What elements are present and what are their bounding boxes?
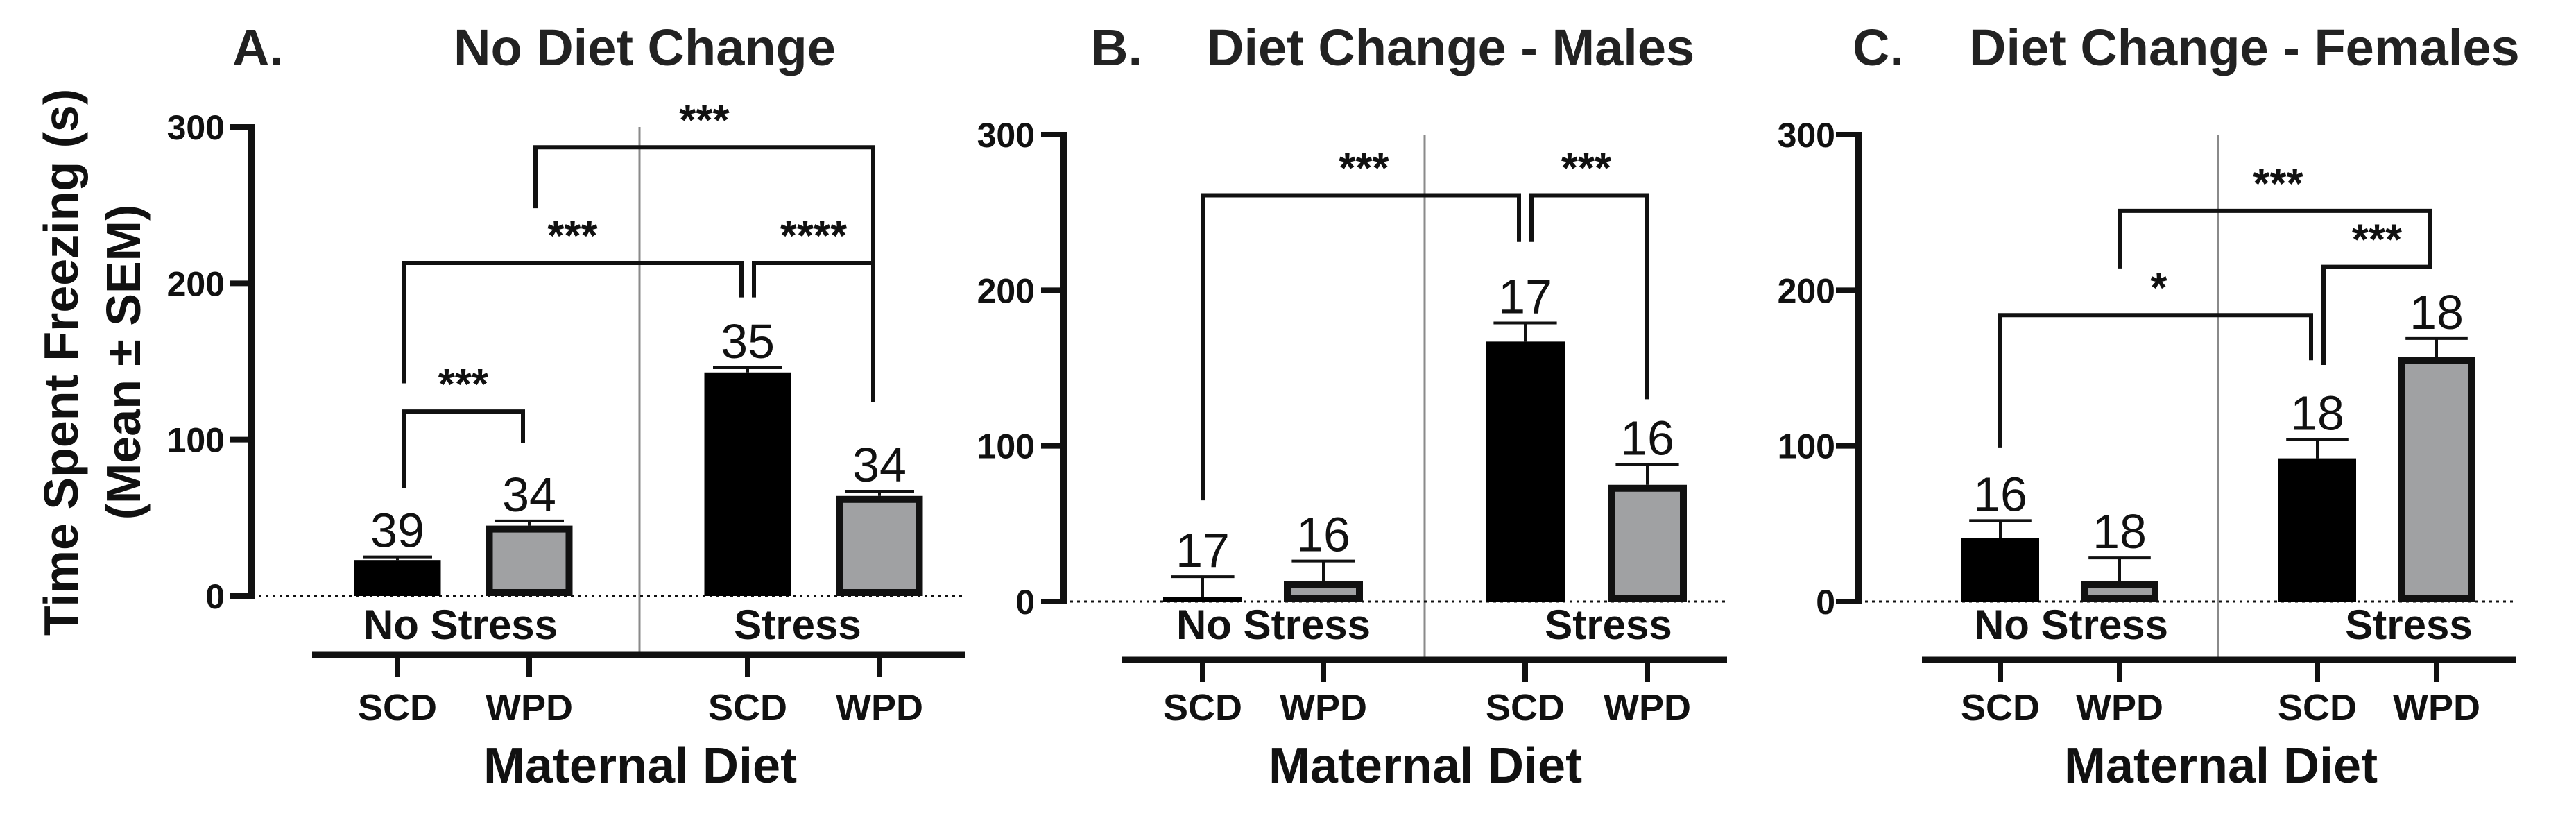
panel-a: A. No Diet Change Time Spent Freezing (s)(… xyxy=(34,19,965,794)
significance-bracket xyxy=(1998,313,2313,448)
bar-wpd xyxy=(486,525,573,596)
y-tick-label: 300 xyxy=(167,108,225,147)
y-axis-subtitle: (Mean ± SEM) xyxy=(96,205,151,520)
bar-scd xyxy=(1163,597,1242,602)
significance-label: *** xyxy=(2253,160,2303,208)
panel-letter: A. xyxy=(232,19,284,76)
y-tick-label: 300 xyxy=(977,116,1035,155)
y-tick-label: 100 xyxy=(977,427,1035,466)
significance-bracket xyxy=(402,409,525,488)
significance-label: *** xyxy=(1339,144,1389,192)
significance-label: *** xyxy=(1561,144,1612,192)
n-label: 18 xyxy=(2290,386,2344,441)
n-label: 35 xyxy=(721,314,775,368)
n-label: 16 xyxy=(1296,508,1350,562)
n-label: 18 xyxy=(2093,504,2147,559)
significance-bracket xyxy=(2118,208,2432,269)
panel-title: No Diet Change xyxy=(454,19,836,76)
n-label: 16 xyxy=(1973,467,2027,521)
y-tick-label: 0 xyxy=(1015,583,1035,622)
panel-c: C. Diet Change - Females 0 100 200 300 16 18 18 1… xyxy=(1778,19,2520,794)
panel-title: Diet Change - Females xyxy=(1969,19,2520,76)
n-label: 17 xyxy=(1498,269,1552,323)
x-tick-label: SCD xyxy=(358,687,437,728)
bar-scd xyxy=(2278,458,2356,602)
group-label-no-stress: No Stress xyxy=(363,602,558,648)
x-tick-label: SCD xyxy=(708,687,787,728)
significance-label: **** xyxy=(780,212,848,260)
y-tick-label: 300 xyxy=(1778,116,1835,155)
y-tick-label: 0 xyxy=(1816,583,1835,622)
x-tick-label: SCD xyxy=(1486,687,1565,728)
bar-wpd xyxy=(836,495,923,597)
x-tick-label: WPD xyxy=(2076,687,2163,728)
bar-scd xyxy=(1961,538,2039,602)
panel-letter: C. xyxy=(1853,19,1904,76)
group-label-stress: Stress xyxy=(2345,602,2472,648)
bar-wpd xyxy=(2081,581,2158,602)
y-tick-label: 0 xyxy=(205,577,225,616)
bar-wpd xyxy=(1608,484,1687,602)
significance-label: *** xyxy=(679,96,730,144)
bar-wpd xyxy=(1284,581,1363,602)
panel-letter: B. xyxy=(1091,19,1142,76)
n-label: 39 xyxy=(370,504,424,558)
n-label: 18 xyxy=(2410,285,2464,339)
panel-b: B. Diet Change - Males 0 100 200 300 17 16 17 16 *… xyxy=(977,19,1727,794)
group-label-no-stress: No Stress xyxy=(1974,602,2168,648)
bar-scd xyxy=(704,372,791,596)
significance-bracket xyxy=(2321,244,2432,366)
significance-bracket xyxy=(533,145,875,402)
x-tick-label: WPD xyxy=(1280,687,1367,728)
x-axis-title: Maternal Diet xyxy=(483,738,797,794)
significance-label: *** xyxy=(2352,216,2403,264)
x-tick-label: SCD xyxy=(1961,687,2040,728)
x-tick-label: WPD xyxy=(1604,687,1691,728)
group-label-stress: Stress xyxy=(734,602,861,648)
panel-title: Diet Change - Males xyxy=(1207,19,1694,76)
y-tick-label: 200 xyxy=(977,271,1035,310)
x-tick-label: WPD xyxy=(486,687,573,728)
y-tick-label: 200 xyxy=(167,264,225,303)
bar-scd xyxy=(354,560,441,596)
significance-bracket xyxy=(1529,193,1649,400)
y-tick-label: 100 xyxy=(1778,427,1835,466)
n-label: 34 xyxy=(502,468,556,522)
bar-scd xyxy=(1486,341,1565,602)
x-tick-label: WPD xyxy=(2393,687,2480,728)
x-tick-label: SCD xyxy=(2278,687,2357,728)
x-axis-title: Maternal Diet xyxy=(2064,738,2378,794)
significance-bracket xyxy=(402,261,744,384)
x-tick-label: SCD xyxy=(1163,687,1242,728)
x-tick-label: WPD xyxy=(836,687,923,728)
group-label-stress: Stress xyxy=(1545,602,1672,648)
n-label: 16 xyxy=(1620,411,1674,466)
x-axis-title: Maternal Diet xyxy=(1269,738,1582,794)
n-label: 17 xyxy=(1176,523,1230,577)
n-label: 34 xyxy=(852,438,907,492)
bar-wpd xyxy=(2398,357,2475,602)
significance-label: *** xyxy=(438,361,489,409)
y-tick-label: 100 xyxy=(167,421,225,460)
y-tick-label: 200 xyxy=(1778,271,1835,310)
significance-label: *** xyxy=(547,212,598,260)
significance-label: * xyxy=(2150,264,2167,312)
significance-bracket xyxy=(1201,193,1521,501)
y-axis-title: Time Spent Freezing (s) xyxy=(34,89,88,636)
group-label-no-stress: No Stress xyxy=(1176,602,1371,648)
